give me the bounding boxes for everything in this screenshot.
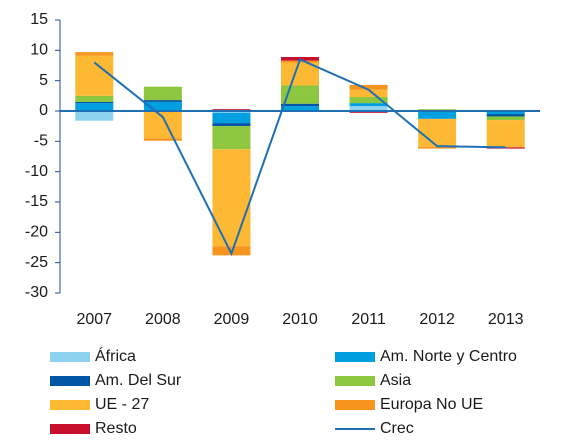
bar-segment <box>486 116 525 121</box>
bar-segment <box>75 55 114 96</box>
bar-segment <box>75 103 114 111</box>
bar-segment <box>418 111 457 119</box>
bar-segment <box>349 103 388 107</box>
bar-segment <box>75 111 114 121</box>
y-tick-label: -20 <box>25 224 48 241</box>
line <box>93 58 506 257</box>
legend-swatch <box>335 352 375 362</box>
y-tick-label: -15 <box>25 193 48 210</box>
bar-segment <box>143 86 182 101</box>
bar-segment <box>143 111 182 139</box>
bar-segment <box>349 89 388 98</box>
legend-swatch <box>335 376 375 386</box>
x-tick-label: 2012 <box>419 311 455 328</box>
bar-segment <box>281 103 319 107</box>
bar-segment <box>418 118 457 147</box>
y-tick-label: 0 <box>39 102 48 119</box>
y-tick-label: 10 <box>30 42 48 59</box>
legend-label: Resto <box>95 420 137 437</box>
bar-segment <box>349 84 388 90</box>
bar-segment <box>486 120 525 148</box>
bar-segment <box>418 146 457 149</box>
bar-segment <box>143 100 182 102</box>
bar-segment <box>143 138 182 141</box>
bar-segment <box>281 62 319 86</box>
bar-segment <box>281 106 319 111</box>
x-tick-label: 2009 <box>214 311 250 328</box>
y-tick-label: 15 <box>30 11 48 28</box>
bar-segment <box>75 95 114 102</box>
bar-segment <box>75 101 114 104</box>
legend-label: Am. Norte y Centro <box>380 348 517 365</box>
legend-label: Asia <box>380 372 411 389</box>
bar-segment <box>212 112 251 124</box>
legend-swatch <box>335 400 375 410</box>
y-tick-label: -5 <box>34 133 48 150</box>
bar-segment <box>75 52 114 56</box>
legend-label: UE - 27 <box>95 396 149 413</box>
bar-segment <box>281 85 319 104</box>
y-tick-label: -30 <box>25 284 48 301</box>
bar-segment <box>143 101 182 111</box>
legend-swatch <box>50 400 90 410</box>
legend-swatch <box>50 424 90 434</box>
legend-label: Crec <box>380 420 414 437</box>
bar-segment <box>349 97 388 104</box>
y-tick-label: -10 <box>25 163 48 180</box>
y-tick-label: 5 <box>39 72 48 89</box>
legend-label: Europa No UE <box>380 396 483 413</box>
x-tick-label: 2011 <box>351 311 386 328</box>
x-tick-label: 2008 <box>145 311 181 328</box>
x-tick-label: 2010 <box>282 311 318 328</box>
bar-segment <box>212 126 251 150</box>
legend-swatch <box>50 376 90 386</box>
x-tick-label: 2007 <box>76 311 112 328</box>
bar-segment <box>349 106 388 111</box>
x-tick-label: 2013 <box>488 311 524 328</box>
legend-label: África <box>95 346 136 365</box>
bar-segment <box>486 111 525 115</box>
bar-segment <box>486 147 525 149</box>
legend-label: Am. Del Sur <box>95 372 182 389</box>
y-tick-label: -25 <box>25 254 48 271</box>
bar-segment <box>212 123 251 127</box>
bar-segment <box>486 114 525 117</box>
legend-swatch <box>50 352 90 362</box>
bar-segment <box>212 149 251 247</box>
